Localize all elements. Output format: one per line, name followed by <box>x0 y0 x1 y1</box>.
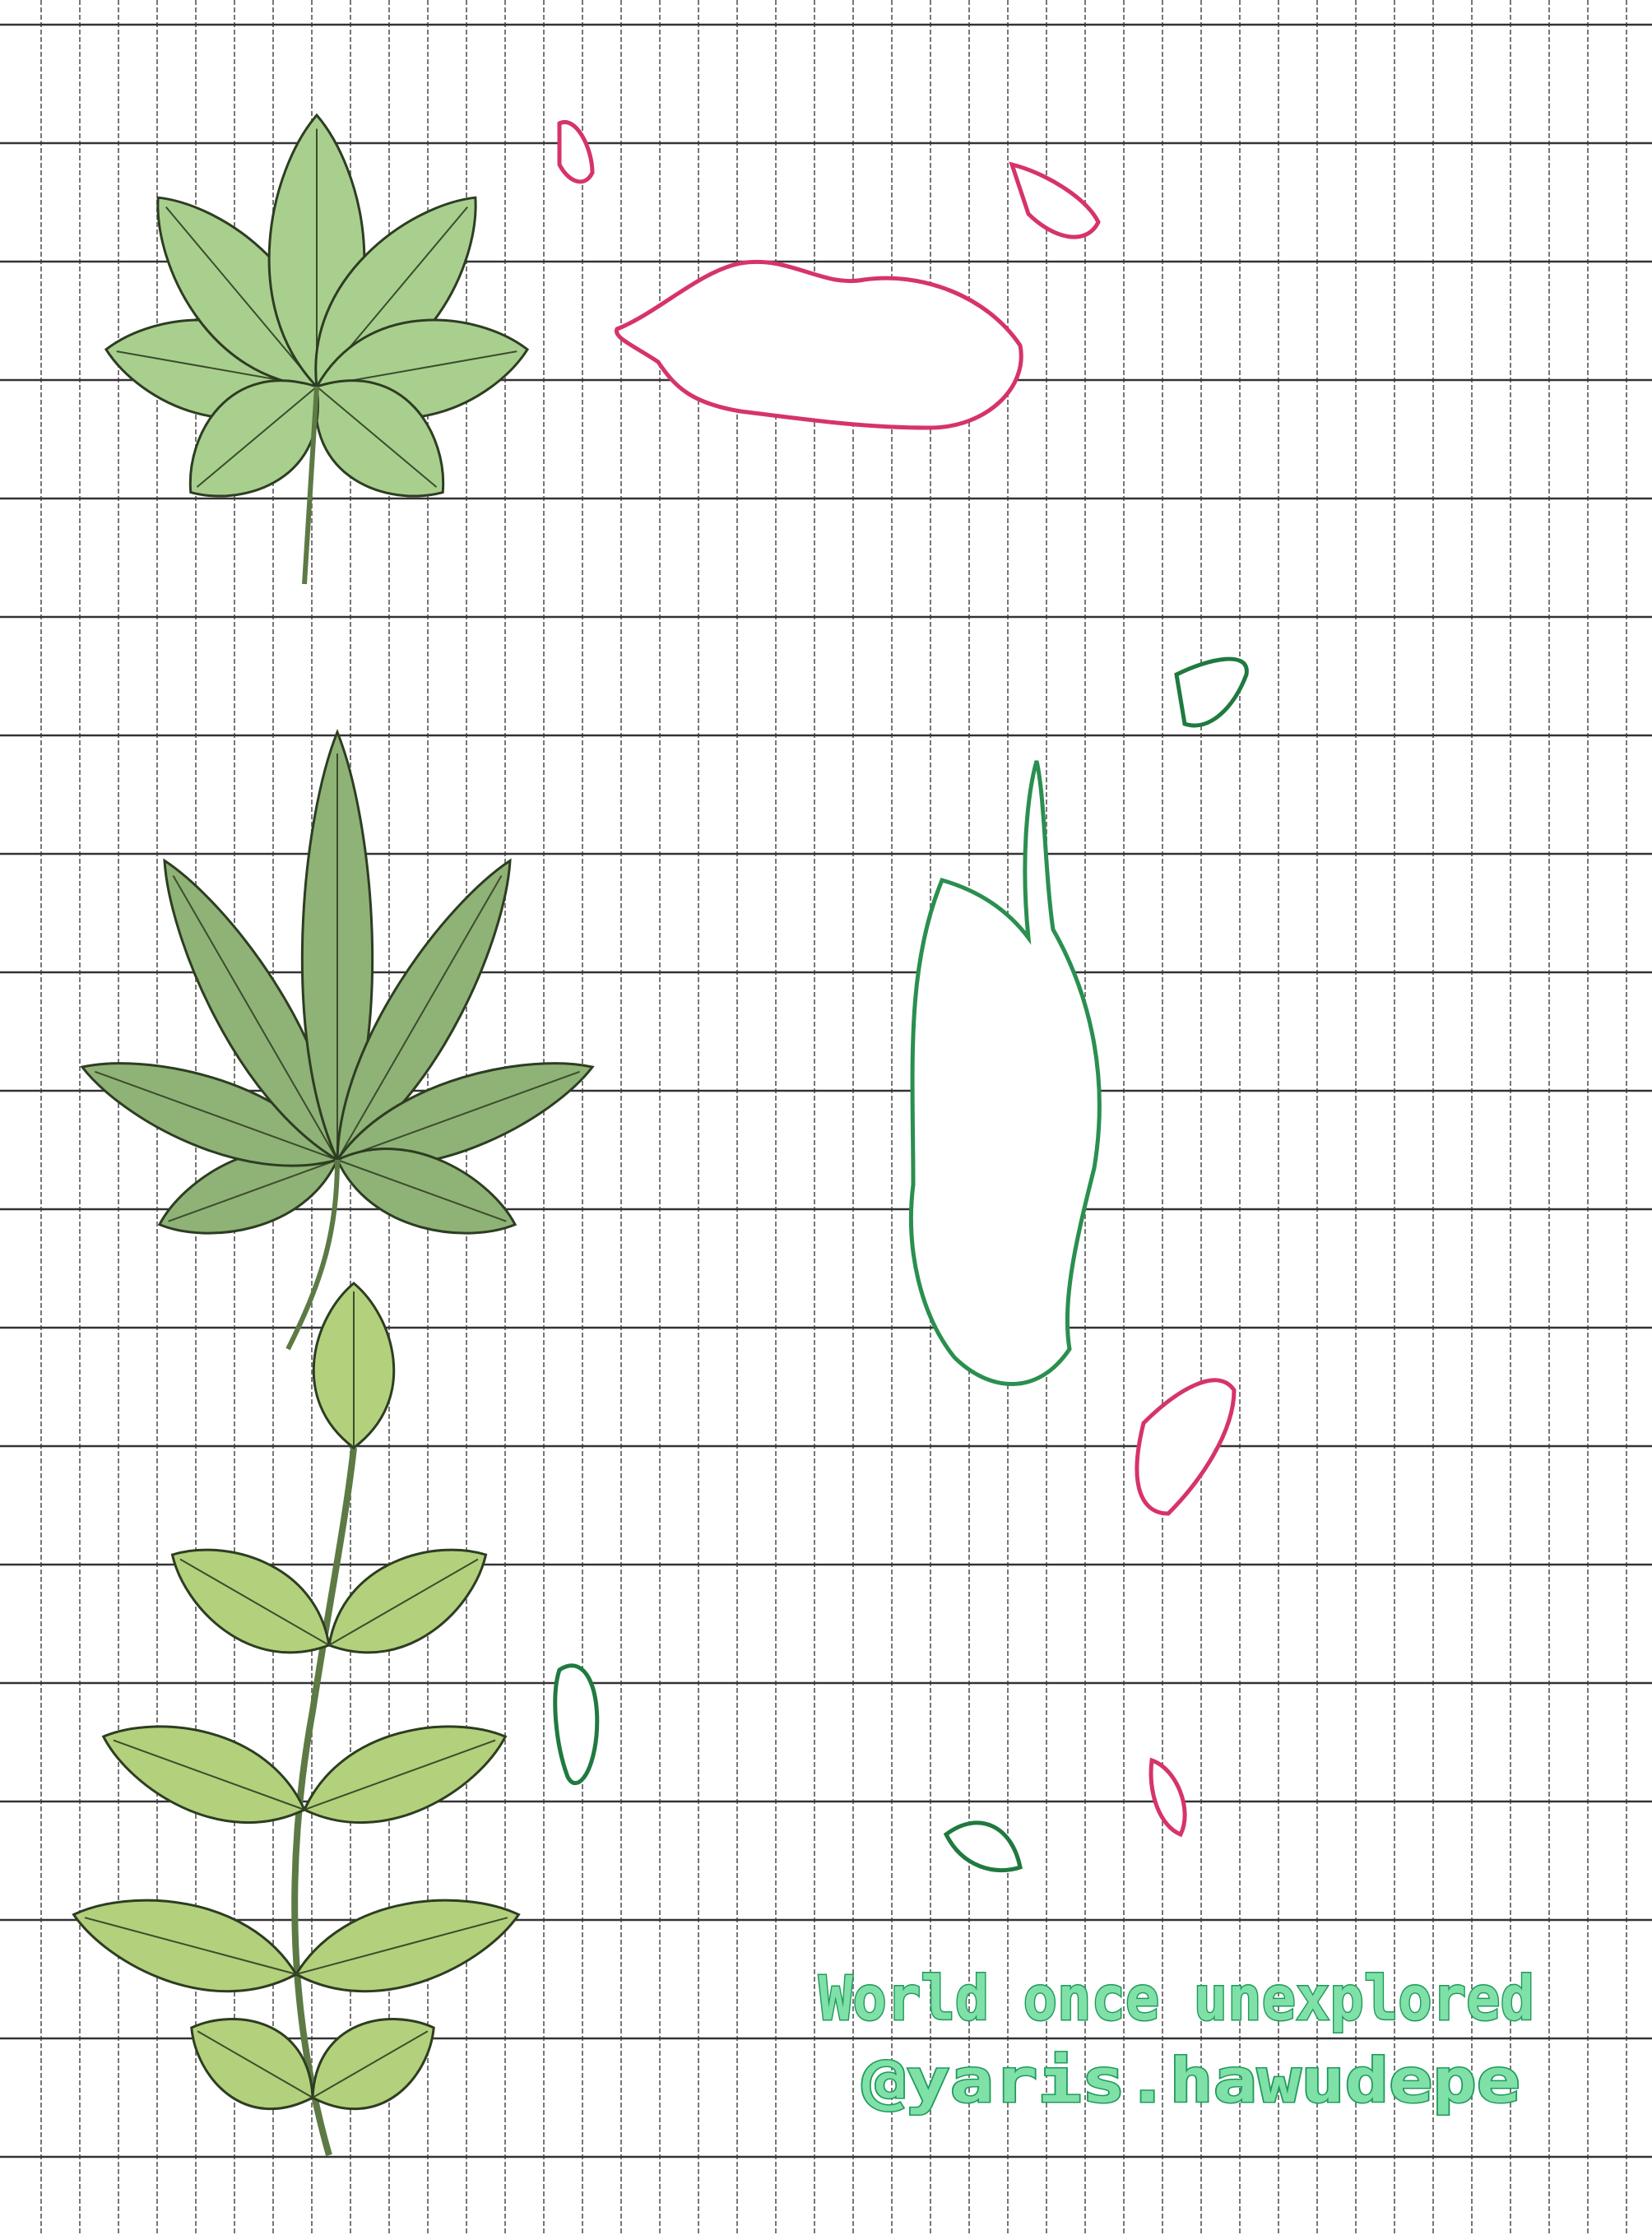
stem <box>302 386 319 585</box>
leaflet-vein <box>113 1739 305 1811</box>
handle: @yaris.hawudepe <box>862 2046 1520 2117</box>
leaflet <box>336 1148 517 1235</box>
leaflet-vein <box>295 1917 508 1975</box>
leaflet <box>170 1548 331 1654</box>
leaflet <box>312 1282 396 1449</box>
leaflet-blade <box>311 2018 435 2110</box>
leaflet-blade <box>294 1899 521 1993</box>
blob <box>1149 1757 1187 1838</box>
leaflet <box>311 2018 435 2110</box>
leaflet-vein <box>172 874 338 1161</box>
blob <box>557 119 595 184</box>
blob <box>943 1820 1023 1873</box>
leaflet-vein <box>95 1070 338 1161</box>
leaflet-vein <box>316 386 438 488</box>
leaflet-vein <box>168 1159 338 1222</box>
leaflet-blade <box>303 1725 508 1825</box>
leaflet <box>80 1062 340 1167</box>
leaflet-vein <box>336 1070 580 1161</box>
leaflet-vein <box>179 1558 330 1646</box>
leaves <box>72 113 595 2157</box>
leaflet <box>190 2018 314 2110</box>
leaflet <box>294 1899 521 1993</box>
blob <box>1009 161 1101 239</box>
blob <box>908 760 1102 1386</box>
stem <box>291 1447 357 2157</box>
leaflet-blade <box>80 1062 340 1167</box>
leaflet <box>188 379 319 498</box>
leaflet-vein <box>328 1558 479 1646</box>
leaflet-blade <box>190 2018 314 2110</box>
leaflet-vein <box>196 386 318 488</box>
leaflet-vein <box>197 2030 313 2098</box>
leaflet <box>314 379 445 498</box>
leaflet-vein <box>336 874 503 1161</box>
leaflet-blade <box>327 1548 488 1654</box>
leaflet-blade <box>101 1725 306 1825</box>
leaflet-blade <box>336 1148 517 1235</box>
leaflet-blade <box>72 1899 299 1993</box>
leaflet-blade <box>170 1548 331 1654</box>
leaflet-vein <box>304 1739 496 1811</box>
blob <box>1174 656 1249 728</box>
leaflet-vein <box>336 1159 507 1222</box>
leaflet <box>303 1725 508 1825</box>
blob <box>1135 1378 1237 1516</box>
leaflet <box>300 728 374 1163</box>
leaflet-vein <box>165 206 318 387</box>
stem <box>285 1159 340 1351</box>
caption: World once unexplored <box>819 1964 1534 2034</box>
blob <box>614 260 1023 430</box>
leaflet-vein <box>84 1917 297 1975</box>
leaflet <box>101 1725 306 1825</box>
leaflet <box>336 858 512 1162</box>
blob <box>553 1663 600 1786</box>
leaflet <box>327 1548 488 1654</box>
leaflet <box>72 1899 299 1993</box>
leaflet-vein <box>312 2030 429 2098</box>
blobs <box>553 119 1249 1873</box>
